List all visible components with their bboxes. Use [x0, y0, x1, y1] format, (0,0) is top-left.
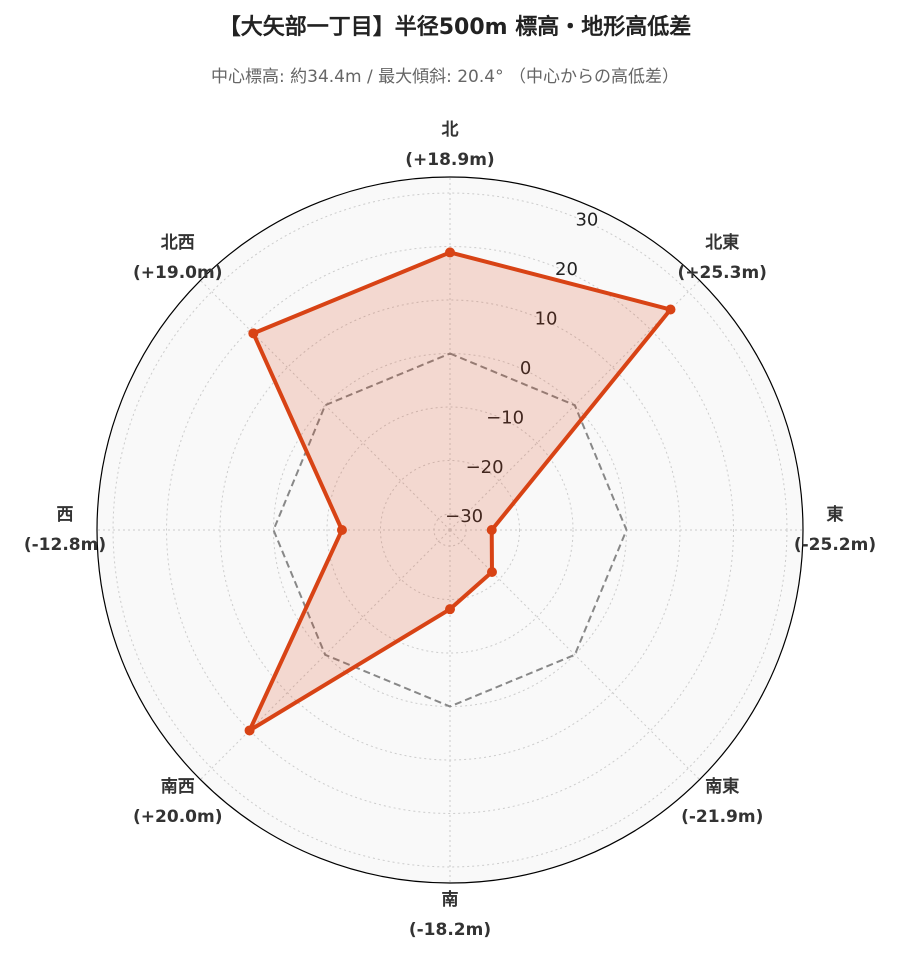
point: [244, 725, 255, 736]
point: [486, 525, 497, 535]
value-label: (-21.9m): [681, 807, 763, 827]
point: [445, 247, 455, 258]
category-label: 西: [57, 505, 74, 525]
category-label: 北: [442, 120, 459, 140]
spoke: [449, 529, 700, 780]
category-label: 南西: [161, 776, 195, 797]
category-label: 南: [442, 889, 459, 910]
point: [445, 604, 455, 615]
value-label: (-25.2m): [794, 535, 876, 555]
r-tick-label: −30: [445, 506, 483, 527]
value-label: (+20.0m): [133, 807, 222, 827]
point: [336, 525, 347, 535]
grid-circle: [379, 459, 521, 601]
grid-circle: [326, 406, 574, 654]
spoke: [200, 280, 451, 531]
reference-line: [272, 352, 628, 708]
r-tick-label: 30: [575, 210, 598, 231]
category-label: 北東: [705, 232, 739, 253]
point: [248, 328, 259, 339]
point: [665, 304, 676, 315]
value-label: (-18.2m): [409, 920, 491, 940]
category-label: 南東: [705, 776, 739, 797]
r-tick-label: −10: [486, 407, 524, 428]
area: [249, 252, 671, 731]
value-label: (+19.0m): [133, 263, 222, 283]
r-tick-label: 10: [535, 309, 558, 330]
chart-subtitle: 中心標高: 約34.4m / 最大傾斜: 20.4° （中心からの高低差）: [211, 67, 679, 87]
value-label: (-12.8m): [24, 535, 106, 555]
grid-circle: [166, 246, 734, 814]
value-label: (+18.9m): [405, 150, 494, 170]
category-label: 北西: [161, 233, 195, 253]
plot-border: [96, 176, 804, 884]
r-tick-label: 0: [520, 358, 531, 379]
r-tick-label: 20: [555, 259, 578, 280]
category-label: 東: [827, 504, 844, 525]
value-label: (+25.3m): [678, 263, 767, 283]
r-tick-label: −20: [466, 457, 504, 478]
chart-title: 【大矢部一丁目】半径500m 標高・地形高低差: [219, 14, 692, 40]
grid-circle: [219, 299, 681, 761]
point: [486, 566, 497, 577]
